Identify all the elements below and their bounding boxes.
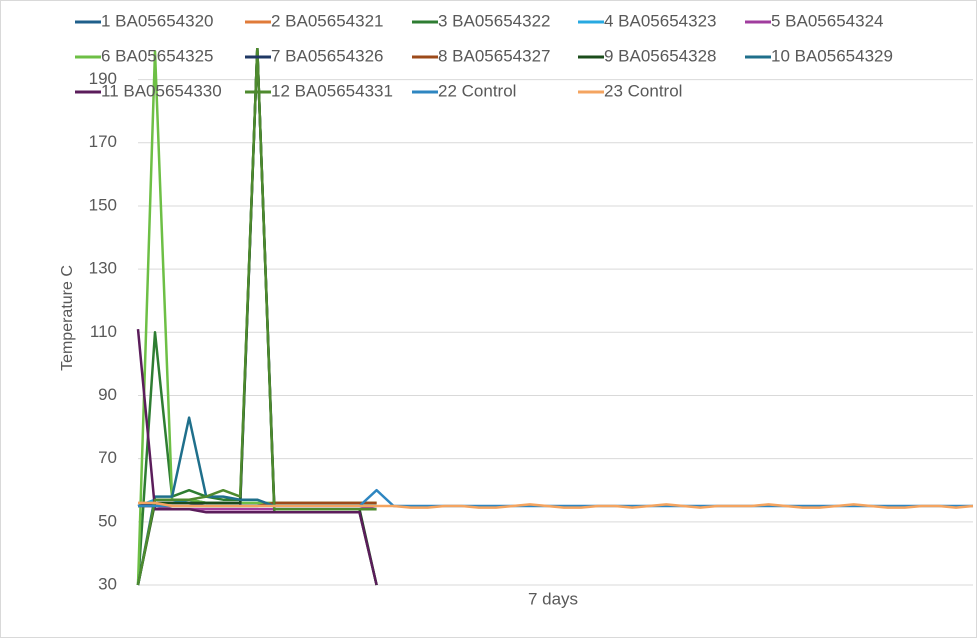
series-line [136,48,378,586]
y-tick-label: 170 [89,132,117,151]
legend-label: 5 BA05654324 [771,11,884,30]
y-tick-label: 50 [98,511,117,530]
series-line [137,48,377,508]
y-tick-label: 190 [89,69,117,88]
legend-label: 1 BA05654320 [101,11,214,30]
legend-label: 22 Control [438,81,516,100]
legend-label: 6 BA05654325 [101,46,214,65]
legend-label: 11 BA05654330 [101,81,222,100]
y-tick-label: 70 [98,448,117,467]
y-tick-label: 30 [98,574,117,593]
series-line [136,416,377,586]
legend-label: 10 BA05654329 [771,46,893,65]
series-line [138,501,974,509]
legend-label: 12 BA05654331 [271,81,393,100]
x-axis-title: 7 days [528,589,578,608]
legend-label: 2 BA05654321 [271,11,384,30]
legend-label: 7 BA05654326 [271,46,384,65]
plot-lines [136,48,974,586]
series-line [136,48,378,586]
legend-label: 9 BA05654328 [604,46,717,65]
y-tick-label: 110 [90,322,117,341]
y-axis-title: Temperature C [59,265,76,371]
legend-label: 3 BA05654322 [438,11,551,30]
y-tick-label: 90 [98,385,117,404]
series-line [136,48,377,586]
series-line [136,328,378,586]
y-tick-label: 130 [89,259,117,278]
legend-label: 23 Control [604,81,682,100]
legend-label: 4 BA05654323 [604,11,717,30]
legend-label: 8 BA05654327 [438,46,551,65]
y-tick-label: 150 [89,195,117,214]
